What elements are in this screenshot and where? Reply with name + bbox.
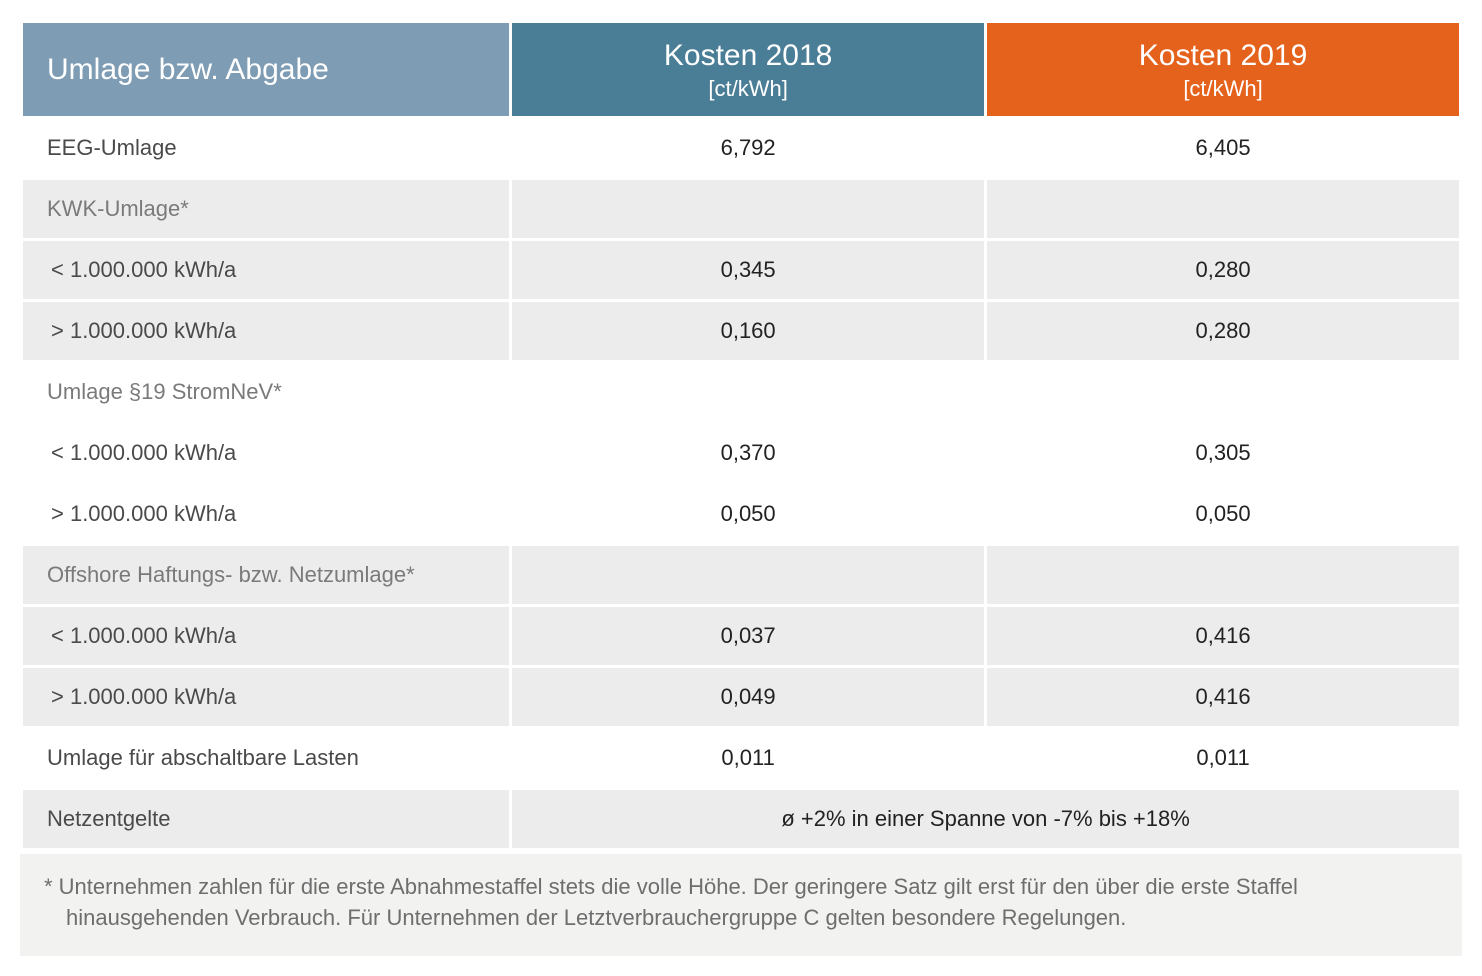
table-container: Umlage bzw. Abgabe Kosten 2018 [ct/kWh] … [0, 0, 1482, 976]
row-label: < 1.000.000 kWh/a [23, 607, 509, 665]
table-row: EEG-Umlage6,7926,405 [23, 119, 1459, 177]
table-row: < 1.000.000 kWh/a0,3700,305 [23, 424, 1459, 482]
row-value-2019: 0,416 [987, 607, 1459, 665]
header-col2-sub: [ct/kWh] [708, 76, 787, 101]
row-value-2018: 0,050 [512, 485, 984, 543]
table-header-row: Umlage bzw. Abgabe Kosten 2018 [ct/kWh] … [23, 23, 1459, 116]
row-value-2019: 0,280 [987, 302, 1459, 360]
row-label: KWK-Umlage* [23, 180, 509, 238]
row-empty [987, 546, 1459, 604]
row-empty [512, 546, 984, 604]
row-value-2018: 0,345 [512, 241, 984, 299]
row-label: < 1.000.000 kWh/a [23, 424, 509, 482]
table-row: Umlage §19 StromNeV* [23, 363, 1459, 421]
row-empty [987, 180, 1459, 238]
row-span-value: ø +2% in einer Spanne von -7% bis +18% [512, 790, 1459, 848]
footnote-text: * Unternehmen zahlen für die erste Abnah… [44, 872, 1438, 934]
row-value-2019: 0,011 [987, 729, 1459, 787]
row-value-2018: 0,370 [512, 424, 984, 482]
row-value-2019: 6,405 [987, 119, 1459, 177]
row-label: > 1.000.000 kWh/a [23, 668, 509, 726]
row-label: > 1.000.000 kWh/a [23, 485, 509, 543]
row-value-2018: 0,049 [512, 668, 984, 726]
row-empty [512, 180, 984, 238]
header-col-2019: Kosten 2019 [ct/kWh] [987, 23, 1459, 116]
row-label: Umlage für abschaltbare Lasten [23, 729, 509, 787]
table-row: Netzentgelteø +2% in einer Spanne von -7… [23, 790, 1459, 848]
cost-table: Umlage bzw. Abgabe Kosten 2018 [ct/kWh] … [20, 20, 1462, 851]
row-value-2018: 0,011 [512, 729, 984, 787]
header-col-2018: Kosten 2018 [ct/kWh] [512, 23, 984, 116]
table-row: Umlage für abschaltbare Lasten0,0110,011 [23, 729, 1459, 787]
row-empty [512, 363, 984, 421]
footnote: * Unternehmen zahlen für die erste Abnah… [20, 854, 1462, 956]
table-row: > 1.000.000 kWh/a0,0490,416 [23, 668, 1459, 726]
header-col-label: Umlage bzw. Abgabe [23, 23, 509, 116]
table-row: Offshore Haftungs- bzw. Netzumlage* [23, 546, 1459, 604]
row-label: Umlage §19 StromNeV* [23, 363, 509, 421]
row-value-2018: 0,037 [512, 607, 984, 665]
row-label: Netzentgelte [23, 790, 509, 848]
row-value-2019: 0,416 [987, 668, 1459, 726]
row-label: EEG-Umlage [23, 119, 509, 177]
table-row: KWK-Umlage* [23, 180, 1459, 238]
table-row: < 1.000.000 kWh/a0,0370,416 [23, 607, 1459, 665]
row-value-2018: 0,160 [512, 302, 984, 360]
row-value-2019: 0,305 [987, 424, 1459, 482]
row-value-2019: 0,280 [987, 241, 1459, 299]
row-label: Offshore Haftungs- bzw. Netzumlage* [23, 546, 509, 604]
header-col1-title: Umlage bzw. Abgabe [47, 53, 329, 86]
table-row: > 1.000.000 kWh/a0,1600,280 [23, 302, 1459, 360]
header-col3-title: Kosten 2019 [1139, 39, 1307, 72]
row-value-2018: 6,792 [512, 119, 984, 177]
row-value-2019: 0,050 [987, 485, 1459, 543]
table-body: EEG-Umlage6,7926,405KWK-Umlage*< 1.000.0… [23, 119, 1459, 848]
header-col3-sub: [ct/kWh] [1183, 76, 1262, 101]
table-row: < 1.000.000 kWh/a0,3450,280 [23, 241, 1459, 299]
header-col2-title: Kosten 2018 [664, 39, 832, 72]
row-label: > 1.000.000 kWh/a [23, 302, 509, 360]
row-empty [987, 363, 1459, 421]
row-label: < 1.000.000 kWh/a [23, 241, 509, 299]
table-row: > 1.000.000 kWh/a0,0500,050 [23, 485, 1459, 543]
